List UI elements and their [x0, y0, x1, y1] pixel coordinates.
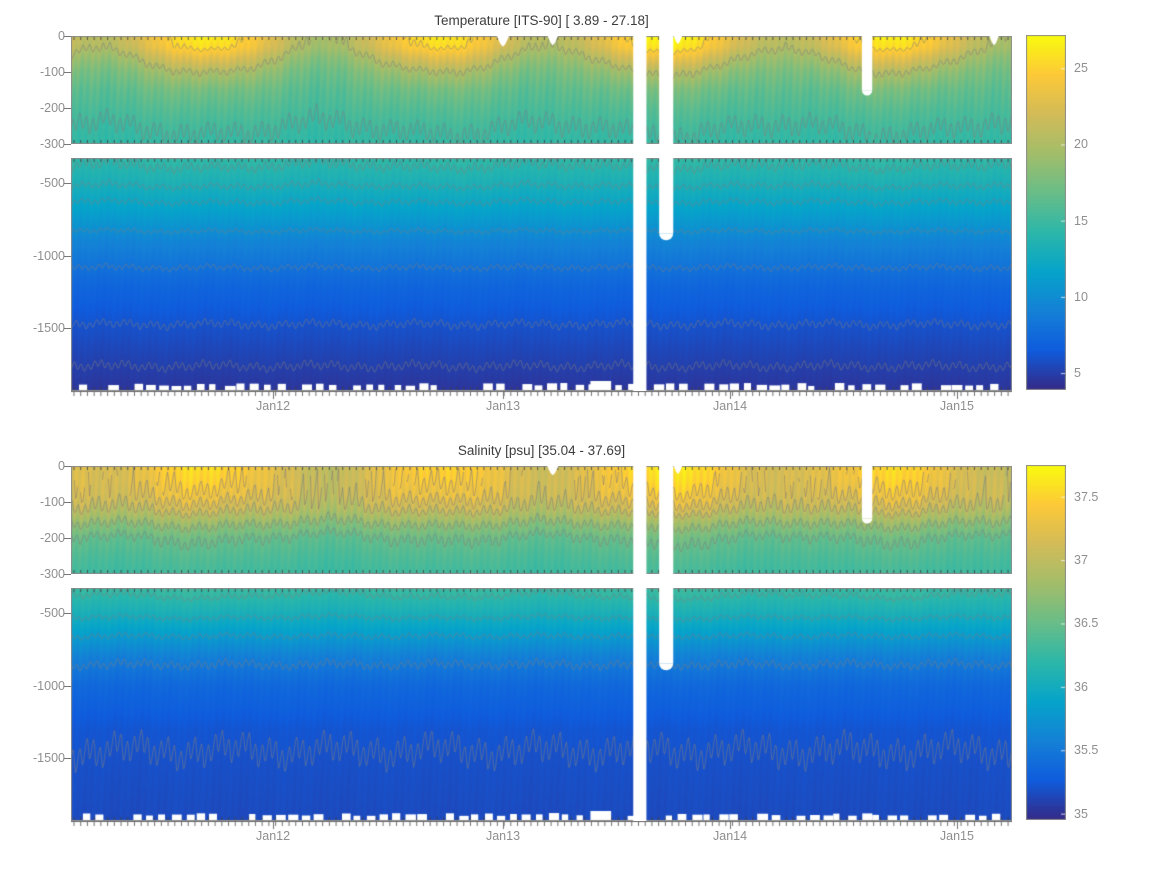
temperature-x-tick-label: Jan15	[939, 399, 974, 413]
salinity-y-tick-label: -1500	[33, 751, 65, 766]
salinity-x-tick-label: Jan12	[256, 829, 291, 843]
temperature-x-tick-label: Jan13	[485, 399, 521, 413]
salinity-colorbar-tick-label: 36	[1074, 679, 1088, 694]
temperature-x-tick-label: Jan12	[256, 399, 291, 413]
temperature-y-tick-label: -100	[39, 65, 65, 79]
temperature-colorbar-tick-label: 15	[1074, 213, 1088, 228]
salinity-y-tick-label: -100	[39, 495, 65, 509]
salinity-x-tick-label: Jan13	[485, 829, 521, 843]
temperature-y-tick-mark	[64, 182, 71, 184]
temperature-y-tick-label: -200	[39, 101, 65, 115]
salinity-y-tick-mark	[64, 466, 71, 467]
temperature-y-tick-label: 0	[58, 29, 65, 43]
salinity-x-tick-label: Jan14	[713, 829, 748, 843]
salinity-colorbar-tick-label: 35.5	[1074, 743, 1099, 758]
temperature-lower-panel-canvas	[71, 158, 1012, 391]
temperature-y-tick-label: -500	[39, 175, 65, 190]
temperature-title: Temperature [ITS-90] [ 3.89 - 27.18]	[434, 13, 649, 28]
salinity-y-tick-label: -200	[39, 531, 65, 545]
salinity-y-tick-mark	[64, 574, 71, 575]
salinity-x-tick-label: Jan15	[939, 829, 974, 843]
salinity-colorbar-tick-label: 36.5	[1074, 616, 1099, 631]
salinity-y-tick-label: -1000	[33, 678, 65, 693]
temperature-upper-panel-canvas	[71, 36, 1012, 144]
temperature-y-tick-mark	[64, 108, 71, 109]
salinity-upper-panel-canvas	[71, 466, 1012, 574]
salinity-y-tick-mark	[64, 612, 71, 614]
salinity-colorbar-tick-label: 37	[1074, 553, 1088, 568]
temperature-colorbar-tick-label: 20	[1074, 137, 1088, 152]
temperature-y-tick-label: -1000	[33, 248, 65, 263]
temperature-y-tick-mark	[64, 144, 71, 145]
temperature-y-tick-mark	[64, 255, 71, 257]
salinity-y-tick-label: -300	[39, 567, 65, 581]
temperature-colorbar-tick-label: 10	[1074, 289, 1088, 304]
temperature-y-tick-mark	[64, 36, 71, 37]
salinity-colorbar-tick-label: 35	[1074, 806, 1088, 821]
salinity-lower-panel-canvas	[71, 588, 1012, 821]
salinity-y-tick-label: -500	[39, 605, 65, 620]
salinity-y-tick-label: 0	[58, 459, 65, 473]
salinity-colorbar-tick-label: 37.5	[1074, 489, 1099, 504]
salinity-title: Salinity [psu] [35.04 - 37.69]	[457, 443, 626, 458]
temperature-colorbar-tick-label: 5	[1074, 366, 1081, 381]
temperature-y-tick-label: -300	[39, 137, 65, 151]
temperature-x-axis-ruler	[71, 391, 1012, 400]
temperature-x-tick-label: Jan14	[713, 399, 748, 413]
salinity-x-axis-ruler	[71, 821, 1012, 830]
salinity-y-tick-mark	[64, 538, 71, 539]
salinity-y-tick-mark	[64, 685, 71, 687]
salinity-colorbar	[1026, 465, 1066, 820]
temperature-colorbar-tick-label: 25	[1074, 61, 1088, 76]
temperature-colorbar	[1026, 35, 1066, 390]
salinity-y-tick-mark	[64, 502, 71, 503]
temperature-y-tick-mark	[64, 328, 71, 330]
salinity-y-tick-mark	[64, 758, 71, 760]
temperature-y-tick-mark	[64, 72, 71, 73]
temperature-y-tick-label: -1500	[33, 321, 65, 336]
